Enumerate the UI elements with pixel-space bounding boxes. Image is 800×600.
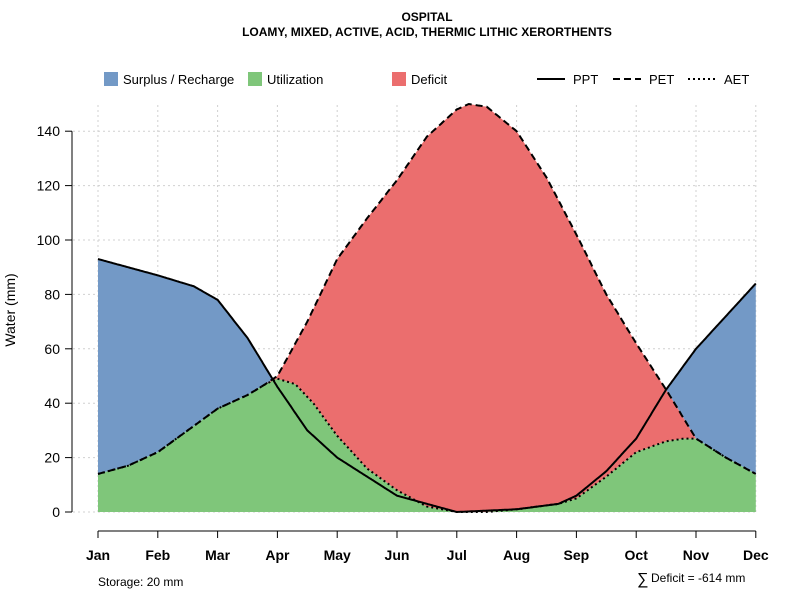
x-tick-label-jan: Jan [86, 547, 110, 563]
y-tick-label-40: 40 [44, 395, 60, 411]
deficit-symbol: ∑ [637, 571, 648, 588]
x-tick-label-dec: Dec [743, 547, 769, 563]
x-tick-label-feb: Feb [145, 547, 170, 563]
legend-label-surplus: Surplus / Recharge [123, 72, 234, 87]
y-tick-label-140: 140 [37, 123, 61, 139]
series-line-aet [97, 377, 757, 513]
legend-swatch-utilization [248, 72, 262, 86]
x-tick-label-jun: Jun [385, 547, 410, 563]
y-axis-label: Water (mm) [2, 273, 18, 346]
x-tick-label-mar: Mar [205, 547, 230, 563]
legend-swatch-deficit [392, 72, 406, 86]
chart-subtitle: LOAMY, MIXED, ACTIVE, ACID, THERMIC LITH… [242, 25, 612, 39]
y-tick-label-60: 60 [44, 341, 60, 357]
x-tick-label-aug: Aug [503, 547, 530, 563]
y-tick-label-80: 80 [44, 286, 60, 302]
y-tick-label-0: 0 [52, 504, 60, 520]
legend-label-ppt: PPT [573, 72, 598, 87]
legend-label-aet: AET [724, 72, 749, 87]
deficit-note: Deficit = -614 mm [651, 571, 745, 585]
x-tick-label-jul: Jul [447, 547, 467, 563]
area-utilization [98, 378, 756, 512]
x-tick-label-nov: Nov [683, 547, 710, 563]
areas [98, 104, 756, 512]
y-tick-label-120: 120 [37, 178, 61, 194]
series-line-ppt [97, 258, 757, 514]
area-deficit [98, 104, 756, 512]
chart-title: OSPITAL [401, 10, 452, 24]
legend-label-utilization: Utilization [267, 72, 323, 87]
legend-label-deficit: Deficit [411, 72, 448, 87]
x-tick-label-apr: Apr [265, 547, 290, 563]
legend-swatch-surplus [104, 72, 118, 86]
x-tick-label-oct: Oct [625, 547, 649, 563]
y-tick-label-100: 100 [37, 232, 61, 248]
legend-label-pet: PET [649, 72, 674, 87]
legend: Surplus / Recharge Utilization Deficit P… [104, 72, 749, 87]
area-surplus-recharge [98, 104, 756, 474]
series-lines [97, 102, 757, 514]
axes: 0 20 40 60 80 100 120 140 Jan Feb Mar Apr May Jun Jul A… [37, 123, 769, 563]
x-tick-label-sep: Sep [564, 547, 590, 563]
y-tick-label-20: 20 [44, 450, 60, 466]
x-tick-label-may: May [324, 547, 351, 563]
storage-note: Storage: 20 mm [98, 575, 183, 589]
